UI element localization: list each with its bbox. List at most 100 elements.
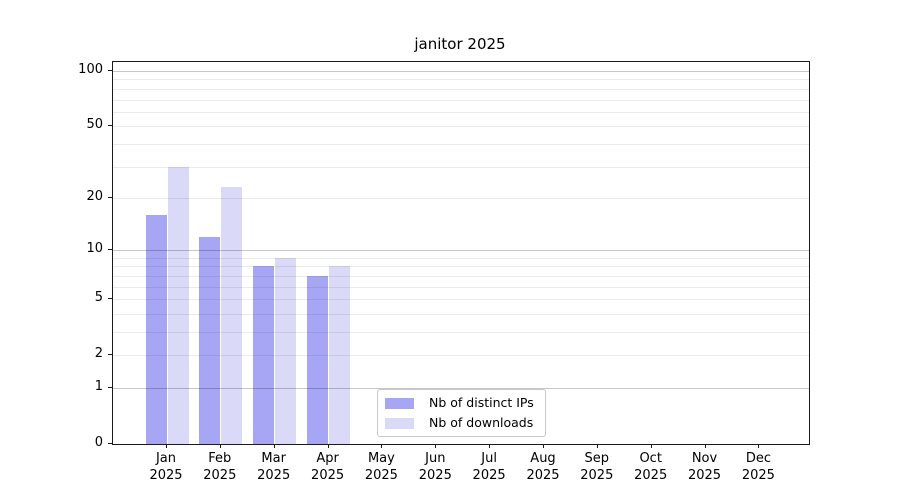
y-tick-label-5: 5 [94,290,103,306]
x-tick-year: 2025 [203,467,237,483]
minor-gridline-4 [113,313,809,315]
x-tick-month: Sep [584,451,610,466]
x-tick-label-oct: Oct 2025 [619,451,683,484]
minor-gridline-20 [113,197,809,199]
x-tick-label-may: May 2025 [349,451,413,484]
minor-gridline-6 [113,286,809,288]
x-tick-year: 2025 [526,467,560,483]
x-tick-year: 2025 [257,467,291,483]
x-tick-month: Apr [316,451,339,466]
x-tick-year: 2025 [580,467,614,483]
y-tick-label-100: 100 [78,62,103,77]
legend-item-distinct-ips: Nb of distinct IPs [385,396,545,410]
y-tick-mark-20 [108,196,112,198]
downloads-swatch [385,417,414,429]
x-tick-year: 2025 [364,467,398,483]
bars-layer [113,62,809,444]
x-tick-mark-mar [273,444,275,448]
minor-gridline-80 [113,88,809,90]
x-tick-label-mar: Mar 2025 [242,451,306,484]
bar-distinct-ips-apr [307,275,329,444]
minor-gridline-30 [113,166,809,168]
x-tick-year: 2025 [472,467,506,483]
x-tick-mark-jan [166,444,167,448]
distinct-ips-swatch [385,397,414,409]
x-tick-month: Jun [425,451,446,466]
minor-gridline-7 [113,275,809,277]
y-tick-mark-1 [108,387,112,388]
x-tick-month: Dec [745,451,771,466]
major-gridline-100 [113,71,809,72]
x-tick-mark-oct [650,444,652,448]
x-tick-label-sep: Sep 2025 [565,451,629,484]
x-tick-month: Nov [691,451,718,466]
plot-area [112,61,810,445]
y-tick-label-10: 10 [86,241,103,257]
y-tick-mark-2 [108,354,112,356]
minor-gridline-50 [113,126,809,128]
chart-title: janitor 2025 [414,35,506,53]
bar-distinct-ips-jan [145,215,167,444]
x-tick-month: Oct [639,451,662,466]
bar-downloads-jan [167,166,189,444]
x-tick-year: 2025 [149,467,183,483]
legend: Nb of distinct IPs Nb of downloads [377,389,546,437]
x-tick-label-nov: Nov 2025 [673,451,737,484]
x-tick-month: May [367,451,395,466]
x-tick-year: 2025 [687,467,722,483]
y-tick-mark-100 [108,70,112,71]
y-tick-label-1: 1 [94,379,103,394]
legend-item-downloads: Nb of downloads [385,416,545,430]
major-gridline-1 [113,388,809,389]
y-tick-label-50: 50 [86,117,103,133]
x-tick-month: Feb [208,451,232,466]
x-tick-mark-jul [489,444,491,448]
y-tick-label-0: 0 [94,435,103,450]
minor-gridline-70 [113,99,809,101]
bar-downloads-mar [275,257,297,444]
x-tick-label-dec: Dec 2025 [726,451,790,484]
bar-downloads-feb [221,187,243,444]
legend-label-distinct-ips: Nb of distinct IPs [429,395,534,410]
x-tick-year: 2025 [634,467,668,483]
x-tick-label-jun: Jun 2025 [403,451,467,484]
gridlines-layer [113,62,809,444]
minor-gridline-2 [113,355,809,357]
bar-distinct-ips-feb [199,236,221,444]
y-tick-label-2: 2 [94,346,103,362]
x-tick-month: Mar [261,451,286,466]
x-tick-mark-apr [327,444,329,448]
x-tick-label-apr: Apr 2025 [296,451,360,484]
y-tick-mark-50 [108,125,112,127]
x-tick-year: 2025 [418,467,452,483]
y-tick-mark-5 [108,298,112,300]
x-tick-label-aug: Aug 2025 [511,451,575,484]
x-tick-month: Jan [155,451,177,466]
major-gridline-10 [113,250,809,252]
minor-gridline-40 [113,143,809,145]
minor-gridline-9 [113,257,809,259]
x-tick-mark-aug [543,444,544,448]
y-tick-mark-10 [108,249,112,251]
x-tick-year: 2025 [741,467,775,483]
x-tick-year: 2025 [311,467,345,483]
legend-label-downloads: Nb of downloads [429,415,534,430]
x-tick-month: Jul [481,451,497,466]
y-tick-mark-0 [108,443,112,444]
minor-gridline-90 [113,79,809,81]
minor-gridline-5 [113,299,809,301]
x-tick-label-jan: Jan 2025 [134,451,198,484]
x-tick-month: Aug [530,451,556,466]
minor-gridline-3 [113,332,809,333]
minor-gridline-60 [113,111,809,113]
minor-gridline-8 [113,266,809,268]
bar-distinct-ips-mar [253,266,275,444]
x-tick-label-jul: Jul 2025 [457,451,521,484]
x-tick-mark-dec [758,444,760,448]
y-tick-label-20: 20 [86,188,103,204]
bar-downloads-apr [329,266,351,444]
x-tick-mark-may [381,444,383,448]
x-tick-mark-feb [219,444,221,448]
x-tick-mark-sep [596,444,598,448]
